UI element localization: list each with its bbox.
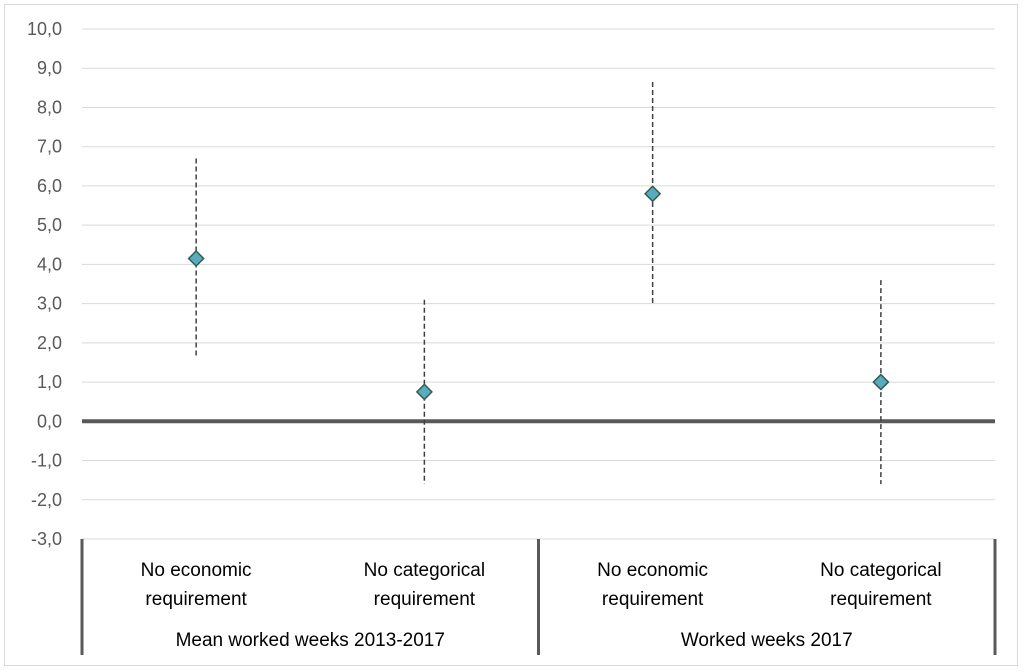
category-label: requirement <box>602 589 704 610</box>
category-label: No economic <box>597 560 708 581</box>
category-label: No categorical <box>364 560 485 581</box>
data-point-marker <box>872 373 890 391</box>
data-point-marker <box>187 249 205 268</box>
y-tick-label: 3,0 <box>37 294 62 314</box>
data-point-marker <box>415 383 433 401</box>
group-label: Mean worked weeks 2013-2017 <box>176 630 445 651</box>
y-tick-label: 4,0 <box>37 254 62 274</box>
y-tick-label: 7,0 <box>37 137 62 157</box>
y-tick-label: 1,0 <box>37 372 62 392</box>
y-tick-label: 2,0 <box>37 333 62 353</box>
category-label: No economic <box>141 560 252 581</box>
category-label: No categorical <box>820 560 941 581</box>
y-tick-label: 5,0 <box>37 215 62 235</box>
y-tick-label: -3,0 <box>31 529 62 549</box>
y-tick-label: 0,0 <box>37 411 62 431</box>
category-label: requirement <box>374 589 476 610</box>
category-label: requirement <box>830 589 932 610</box>
y-tick-label: 10,0 <box>27 19 62 39</box>
y-tick-label: 8,0 <box>37 97 62 117</box>
group-label: Worked weeks 2017 <box>681 630 853 651</box>
y-tick-label: 9,0 <box>37 58 62 78</box>
y-tick-label: 6,0 <box>37 176 62 196</box>
y-tick-label: -1,0 <box>31 451 62 471</box>
chart-frame <box>4 4 1018 666</box>
y-tick-label: -2,0 <box>31 490 62 510</box>
category-label: requirement <box>145 589 247 610</box>
data-point-marker <box>644 185 662 203</box>
